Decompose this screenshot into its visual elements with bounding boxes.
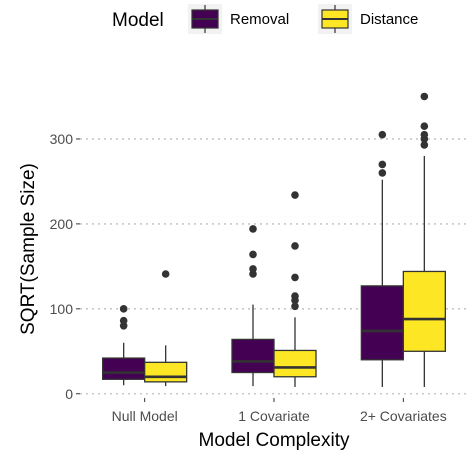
y-axis: 0 100 200 300 [50,131,80,402]
outlier-point [249,225,257,233]
legend-label: Distance [360,11,418,28]
outlier-point [291,302,299,311]
x-tick-label: Null Model [112,408,178,424]
box-removal [102,305,146,386]
outlier-point [420,141,429,149]
outlier-point [420,92,429,101]
x-axis: Null Model 1 Covariate 2+ Covariates [112,398,447,424]
outlier-point [249,265,257,273]
x-tick-label: 2+ Covariates [360,408,447,424]
outlier-point [249,250,257,259]
box-body [273,349,317,378]
legend: Model Removal Distance [112,4,418,34]
outlier-point [420,130,429,139]
grid-lines [80,138,468,395]
box-body [102,357,146,380]
outlier-point [119,316,128,325]
legend-label: Removal [230,11,289,28]
y-tick-label: 0 [65,386,73,402]
box-distance [144,270,188,387]
x-axis-title: Model Complexity [199,430,350,451]
x-tick-label: 1 Covariate [238,408,310,424]
outlier-point [291,292,299,300]
outlier-point [119,305,128,313]
legend-key-removal [188,4,222,34]
outlier-point [378,160,387,169]
outlier-point [291,191,299,199]
box-body [231,338,275,374]
box-body [402,270,446,352]
y-tick-label: 300 [50,131,74,147]
box-distance [402,92,446,387]
outlier-point [378,169,387,177]
box-body [360,285,404,361]
box-removal [360,130,404,387]
outlier-point [291,273,299,282]
box-removal [231,225,275,387]
box-body [144,361,188,383]
y-axis-title: SQRT(Sample Size) [18,163,39,335]
legend-key-distance [318,4,352,34]
outlier-point [291,242,299,250]
box-distance [273,191,317,387]
outlier-point [420,122,429,131]
legend-title: Model [112,10,164,31]
outlier-point [378,130,387,139]
y-tick-label: 200 [50,216,74,232]
box-series [102,92,446,387]
y-tick-label: 100 [50,301,74,317]
outlier-point [161,270,170,278]
